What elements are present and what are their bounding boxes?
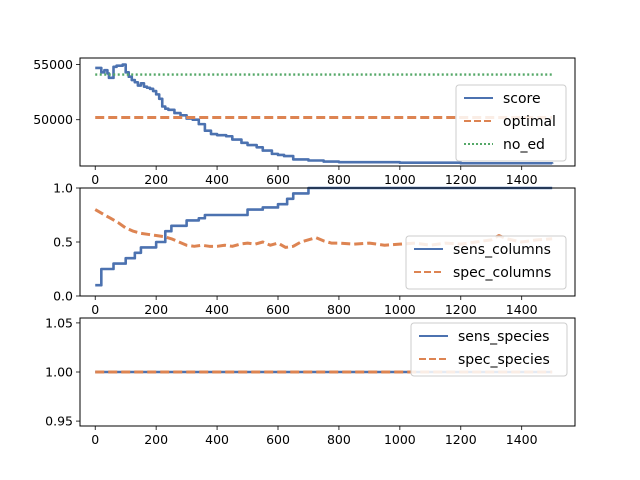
x-tick-label: 600: [266, 172, 290, 187]
x-tick-label: 400: [205, 432, 229, 447]
x-tick-label: 800: [327, 432, 351, 447]
legend-label: optimal: [503, 114, 556, 130]
x-tick-label: 200: [144, 172, 168, 187]
y-tick-label: 1.05: [45, 315, 73, 330]
legend: score optimal no_ed: [455, 84, 567, 162]
legend: sens_species spec_species: [410, 322, 568, 377]
x-tick-label: 0: [91, 432, 99, 447]
x-tick-label: 200: [144, 432, 168, 447]
x-tick-label: 600: [266, 302, 290, 317]
x-tick-label: 0: [91, 302, 99, 317]
x-tick-label: 400: [205, 302, 229, 317]
x-tick-label: 800: [327, 172, 351, 187]
legend-box: [405, 235, 567, 290]
x-tick-label: 200: [144, 302, 168, 317]
subplot-3: 0 200 400 600 800 1000 1200 1400 0.95 1.00 1.05 sen…: [45, 315, 576, 447]
series-line-score: [95, 63, 554, 165]
legend-box: [455, 84, 567, 162]
x-tick-label: 800: [327, 302, 351, 317]
x-tick-label: 1400: [506, 302, 538, 317]
x-tick-label: 1000: [384, 302, 416, 317]
subplot-2: 0 200 400 600 800 1000 1200 1400 0.0 0.5 1.0 sens_c…: [53, 181, 576, 317]
x-tick-label: 0: [91, 172, 99, 187]
series-line-sens-columns: [95, 186, 553, 287]
legend: sens_columns spec_columns: [405, 235, 567, 290]
y-tick-label: 0.95: [45, 414, 73, 429]
legend-label: sens_species: [458, 329, 549, 345]
y-tick-label: 50000: [33, 112, 73, 127]
legend-label: sens_columns: [453, 242, 551, 258]
legend-label: spec_columns: [453, 265, 551, 281]
y-tick-label: 1.00: [45, 365, 73, 380]
y-tick-label: 55000: [33, 57, 73, 72]
x-tick-label: 1000: [384, 432, 416, 447]
y-tick-label: 1.0: [53, 181, 73, 196]
legend-box: [410, 322, 568, 377]
x-tick-label: 1000: [384, 172, 416, 187]
x-tick-label: 1400: [506, 432, 538, 447]
y-tick-label: 0.5: [53, 235, 73, 250]
subplot-1: 0 200 400 600 800 1000 1200 1400 50000 55000 score…: [33, 57, 576, 187]
x-tick-label: 600: [266, 432, 290, 447]
x-tick-label: 1200: [445, 302, 477, 317]
x-tick-label: 1400: [506, 172, 538, 187]
axes-frame: [79, 57, 576, 167]
x-tick-label: 1200: [445, 172, 477, 187]
legend-label: spec_species: [458, 352, 550, 368]
legend-label: no_ed: [503, 137, 545, 153]
x-tick-label: 1200: [445, 432, 477, 447]
x-tick-label: 400: [205, 172, 229, 187]
y-tick-label: 0.0: [53, 289, 73, 304]
legend-label: score: [503, 91, 541, 107]
